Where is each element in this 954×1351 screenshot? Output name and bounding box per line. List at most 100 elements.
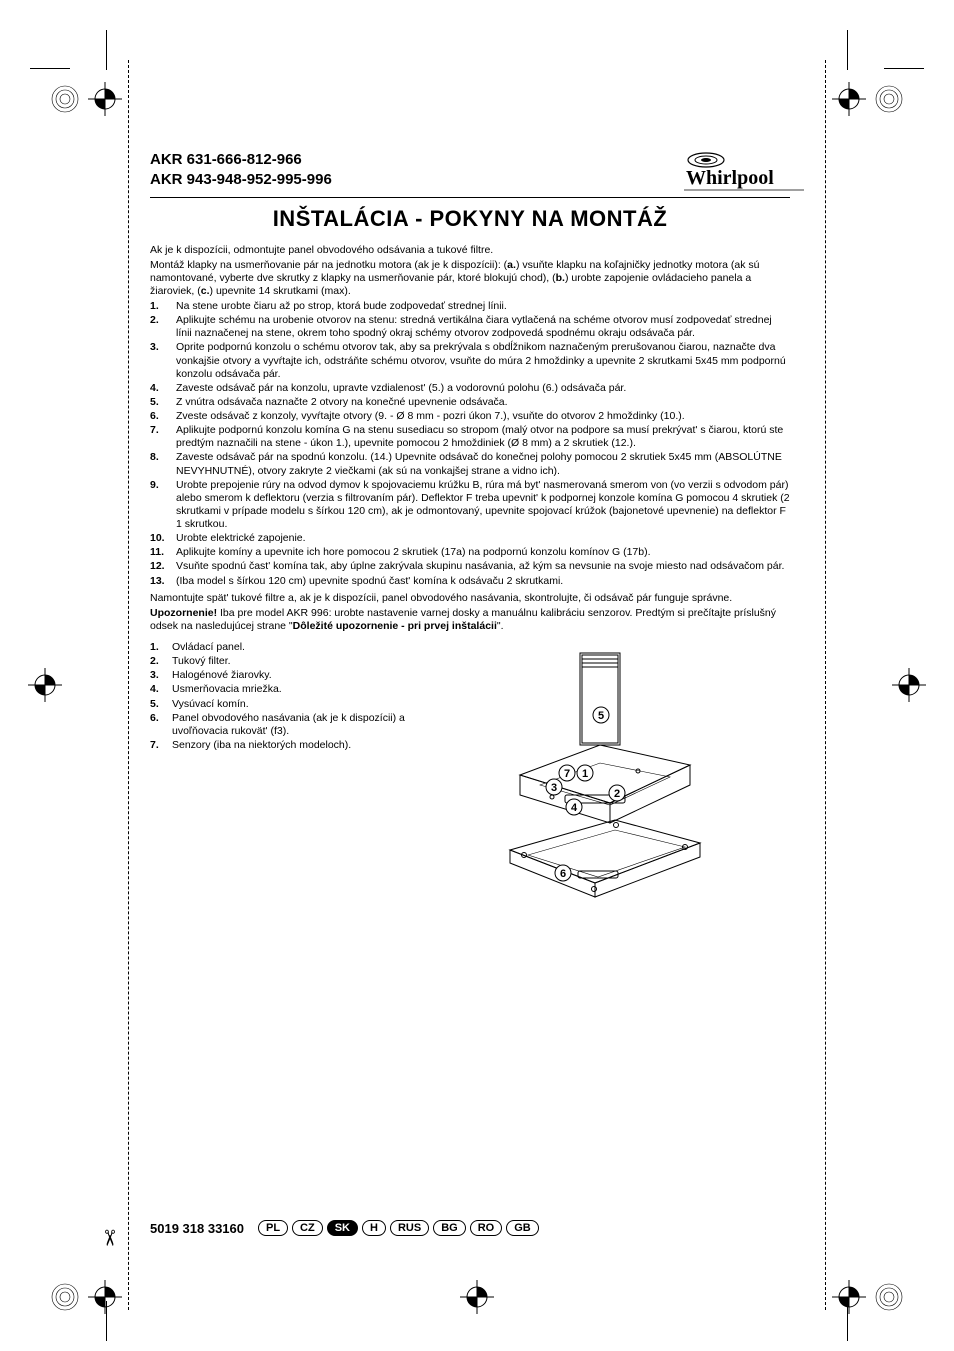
- step-text: Zaveste odsávač pár na spodnú konzolu. (…: [176, 451, 790, 477]
- model-number-2: AKR 943-948-952-995-996: [150, 170, 790, 190]
- step-number: 10.: [150, 532, 176, 545]
- divider: [150, 197, 790, 198]
- lang-pill-gb: GB: [506, 1220, 539, 1236]
- step-text: Zveste odsávač z konzoly, vyvŕtajte otvo…: [176, 410, 790, 423]
- product-diagram: 5 1 7 3 2 4 6: [410, 641, 790, 925]
- legend-text: Senzory (iba na niektorých modeloch).: [172, 739, 351, 752]
- crop-mark: [106, 1301, 107, 1341]
- crosshair-ml: [28, 668, 62, 702]
- intro-p1: Ak je k dispozícii, odmontujte panel obv…: [150, 244, 790, 257]
- fold-line-right: [825, 60, 826, 1310]
- step-text: Oprite podpornú konzolu o schému otvorov…: [176, 341, 790, 380]
- diagram-label-3: 3: [551, 782, 557, 794]
- page-footer: 5019 318 33160 PLCZSKHRUSBGROGB: [150, 1220, 790, 1236]
- reg-mark-tr: [872, 82, 906, 116]
- crop-mark: [847, 30, 848, 70]
- crop-mark: [106, 30, 107, 70]
- step-text: (Iba model s šírkou 120 cm) upevnite spo…: [176, 575, 790, 588]
- step-number: 7.: [150, 424, 176, 450]
- step-number: 6.: [150, 410, 176, 423]
- step-item: 5.Z vnútra odsávača naznačte 2 otvory na…: [150, 396, 790, 409]
- crosshair-bl: [88, 1280, 122, 1314]
- crop-mark: [884, 68, 924, 69]
- legend-item: 5.Vysúvací komín.: [150, 698, 410, 711]
- step-number: 12.: [150, 560, 176, 573]
- legend-item: 7.Senzory (iba na niektorých modeloch).: [150, 739, 410, 752]
- step-text: Zaveste odsávač pár na konzolu, upravte …: [176, 382, 790, 395]
- step-item: 3.Oprite podpornú konzolu o schému otvor…: [150, 341, 790, 380]
- lang-pill-pl: PL: [258, 1220, 288, 1236]
- crosshair-bc: [460, 1280, 494, 1314]
- legend-text: Panel obvodového nasávania (ak je k disp…: [172, 712, 410, 738]
- crosshair-mr: [892, 668, 926, 702]
- step-item: 7.Aplikujte podpornú konzolu komína G na…: [150, 424, 790, 450]
- diagram-label-4: 4: [571, 802, 578, 814]
- step-number: 2.: [150, 314, 176, 340]
- lang-pill-cz: CZ: [292, 1220, 323, 1236]
- step-text: Urobte prepojenie rúry na odvod dymov k …: [176, 479, 790, 532]
- legend-item: 3.Halogénové žiarovky.: [150, 669, 410, 682]
- step-number: 8.: [150, 451, 176, 477]
- legend-number: 5.: [150, 698, 172, 711]
- after-p2: Upozornenie! Iba pre model AKR 996: urob…: [150, 607, 790, 633]
- legend-item: 1.Ovládací panel.: [150, 641, 410, 654]
- step-number: 11.: [150, 546, 176, 559]
- step-number: 13.: [150, 575, 176, 588]
- step-number: 4.: [150, 382, 176, 395]
- installation-steps: 1.Na stene urobte čiaru až po strop, kto…: [150, 300, 790, 588]
- crosshair-br: [832, 1280, 866, 1314]
- diagram-label-6: 6: [560, 868, 566, 880]
- lang-pill-bg: BG: [433, 1220, 466, 1236]
- reg-mark-tl: [48, 82, 82, 116]
- legend-text: Ovládací panel.: [172, 641, 245, 654]
- step-item: 9.Urobte prepojenie rúry na odvod dymov …: [150, 479, 790, 532]
- step-item: 6.Zveste odsávač z konzoly, vyvŕtajte ot…: [150, 410, 790, 423]
- legend-text: Halogénové žiarovky.: [172, 669, 272, 682]
- legend-text: Tukový filter.: [172, 655, 231, 668]
- lang-pill-rus: RUS: [390, 1220, 429, 1236]
- fold-line-left: [128, 60, 129, 1310]
- page-title: INŠTALÁCIA - POKYNY NA MONTÁŽ: [150, 206, 790, 232]
- step-item: 13.(Iba model s šírkou 120 cm) upevnite …: [150, 575, 790, 588]
- legend-item: 6.Panel obvodového nasávania (ak je k di…: [150, 712, 410, 738]
- reg-mark-br: [872, 1280, 906, 1314]
- legend-number: 3.: [150, 669, 172, 682]
- diagram-label-2: 2: [614, 788, 620, 800]
- legend-item: 4.Usmerňovacia mriežka.: [150, 683, 410, 696]
- reg-mark-bl: [48, 1280, 82, 1314]
- step-item: 10.Urobte elektrické zapojenie.: [150, 532, 790, 545]
- intro-p2: Montáž klapky na usmerňovanie pár na jed…: [150, 259, 790, 298]
- step-item: 2.Aplikujte schému na urobenie otvorov n…: [150, 314, 790, 340]
- lang-pill-h: H: [362, 1220, 386, 1236]
- after-text: Namontujte spät' tukové filtre a, ak je …: [150, 592, 790, 633]
- diagram-label-5: 5: [598, 710, 604, 722]
- legend-text: Vysúvací komín.: [172, 698, 249, 711]
- legend-number: 6.: [150, 712, 172, 738]
- step-number: 3.: [150, 341, 176, 380]
- legend-item: 2.Tukový filter.: [150, 655, 410, 668]
- diagram-label-1: 1: [582, 768, 588, 780]
- crosshair-tl: [88, 82, 122, 116]
- step-text: Na stene urobte čiaru až po strop, ktorá…: [176, 300, 790, 313]
- crop-mark: [847, 1301, 848, 1341]
- step-item: 8.Zaveste odsávač pár na spodnú konzolu.…: [150, 451, 790, 477]
- step-number: 5.: [150, 396, 176, 409]
- lang-pill-ro: RO: [470, 1220, 503, 1236]
- after-p1: Namontujte spät' tukové filtre a, ak je …: [150, 592, 790, 605]
- step-text: Aplikujte podpornú konzolu komína G na s…: [176, 424, 790, 450]
- step-number: 9.: [150, 479, 176, 532]
- legend-text: Usmerňovacia mriežka.: [172, 683, 282, 696]
- step-text: Z vnútra odsávača naznačte 2 otvory na k…: [176, 396, 790, 409]
- model-number-1: AKR 631-666-812-966: [150, 150, 790, 170]
- crosshair-tr: [832, 82, 866, 116]
- step-item: 12.Vsuňte spodnú čast' komína tak, aby ú…: [150, 560, 790, 573]
- parts-legend: 1.Ovládací panel.2.Tukový filter.3.Halog…: [150, 641, 410, 925]
- legend-number: 2.: [150, 655, 172, 668]
- step-item: 11.Aplikujte komíny a upevnite ich hore …: [150, 546, 790, 559]
- step-number: 1.: [150, 300, 176, 313]
- legend-number: 7.: [150, 739, 172, 752]
- document-number: 5019 318 33160: [150, 1221, 244, 1236]
- step-text: Aplikujte komíny a upevnite ich hore pom…: [176, 546, 790, 559]
- legend-number: 4.: [150, 683, 172, 696]
- step-text: Aplikujte schému na urobenie otvorov na …: [176, 314, 790, 340]
